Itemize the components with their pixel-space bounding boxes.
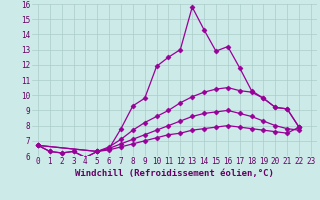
X-axis label: Windchill (Refroidissement éolien,°C): Windchill (Refroidissement éolien,°C) — [75, 169, 274, 178]
